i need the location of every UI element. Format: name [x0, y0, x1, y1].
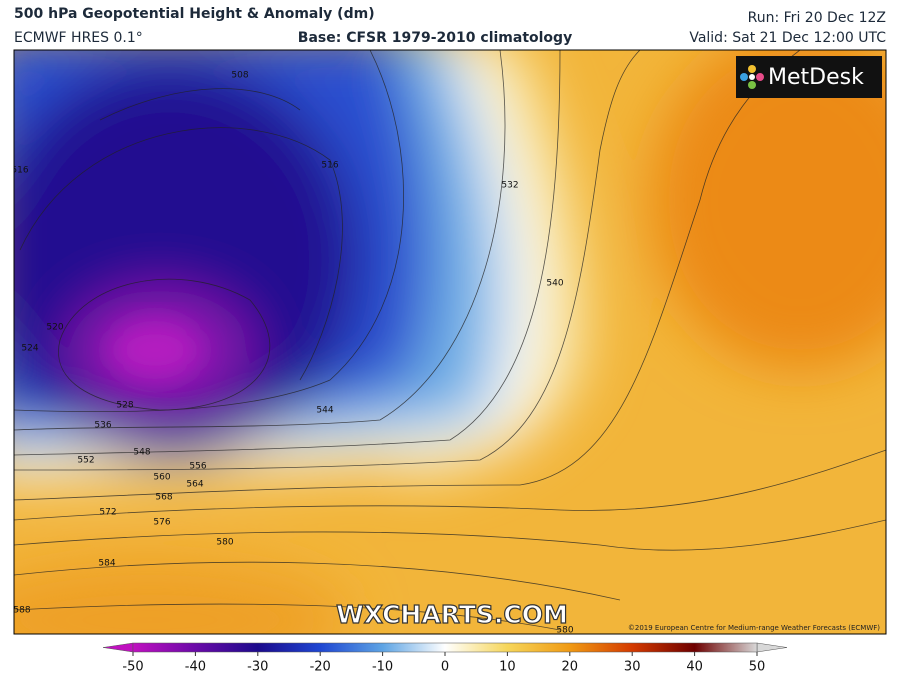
- contour-label: 544: [316, 406, 333, 416]
- run: Run: Fri 20 Dec 12Z: [748, 10, 886, 26]
- contour-label: 556: [189, 462, 206, 472]
- contour-label: 560: [153, 473, 170, 483]
- colorbar-high-arrow: [756, 642, 788, 653]
- colorbar: -50 -40 -30 -20 -10 0 10 20 30 40 50: [102, 642, 788, 675]
- model: ECMWF HRES 0.1°: [14, 30, 143, 46]
- contour-label: 516: [321, 161, 338, 171]
- colorbar-tick-label: 50: [749, 660, 766, 675]
- map-frame: [13, 49, 887, 635]
- contour-label: 540: [546, 279, 563, 289]
- contours: [14, 50, 886, 631]
- contour-label: 548: [133, 448, 150, 458]
- contour-label: 528: [116, 401, 133, 411]
- contour-label: 532: [501, 181, 518, 191]
- contour-label: 568: [155, 493, 172, 503]
- map: 508 516 516 532 540 520 524 528 536 544 548 552 556 5…: [11, 50, 886, 636]
- colorbar-tick-label: -30: [247, 660, 268, 675]
- contour-label: 588: [13, 606, 30, 616]
- colorbar-tick-label: 10: [499, 660, 516, 675]
- contour-label: 516: [11, 166, 28, 176]
- logo-text: MetDesk: [768, 65, 864, 90]
- colorbar-tick-label: -40: [185, 660, 206, 675]
- title: 500 hPa Geopotential Height & Anomaly (d…: [14, 6, 375, 22]
- copyright: ©2019 European Centre for Medium-range W…: [628, 624, 880, 632]
- colorbar-tick-label: 0: [441, 660, 449, 675]
- watermark: WXCHARTS.COM: [336, 600, 568, 629]
- contour-label: 524: [21, 344, 38, 354]
- contour-label: 520: [46, 323, 63, 333]
- base: Base: CFSR 1979-2010 climatology: [298, 30, 572, 46]
- contour-label: 572: [99, 508, 116, 518]
- contour-label: 580: [216, 538, 233, 548]
- contour-label: 584: [98, 559, 115, 569]
- contour-label: 508: [231, 71, 248, 81]
- contour-label: 552: [77, 456, 94, 466]
- contour-label: 536: [94, 421, 111, 431]
- contour-label: 576: [153, 518, 170, 528]
- colorbar-tick-label: 40: [686, 660, 703, 675]
- colorbar-tick-label: -10: [372, 660, 393, 675]
- colorbar-tick-label: 20: [562, 660, 579, 675]
- colorbar-low-arrow: [102, 642, 134, 653]
- colorbar-tick-label: -20: [310, 660, 331, 675]
- colorbar-tick-label: 30: [624, 660, 641, 675]
- valid: Valid: Sat 21 Dec 12:00 UTC: [689, 30, 886, 46]
- colorbar-tick-label: -50: [122, 660, 143, 675]
- contour-label: 564: [186, 480, 203, 490]
- logo: MetDesk: [736, 56, 882, 98]
- contour-label: 580: [556, 626, 573, 636]
- colorbar-bar: [132, 642, 758, 653]
